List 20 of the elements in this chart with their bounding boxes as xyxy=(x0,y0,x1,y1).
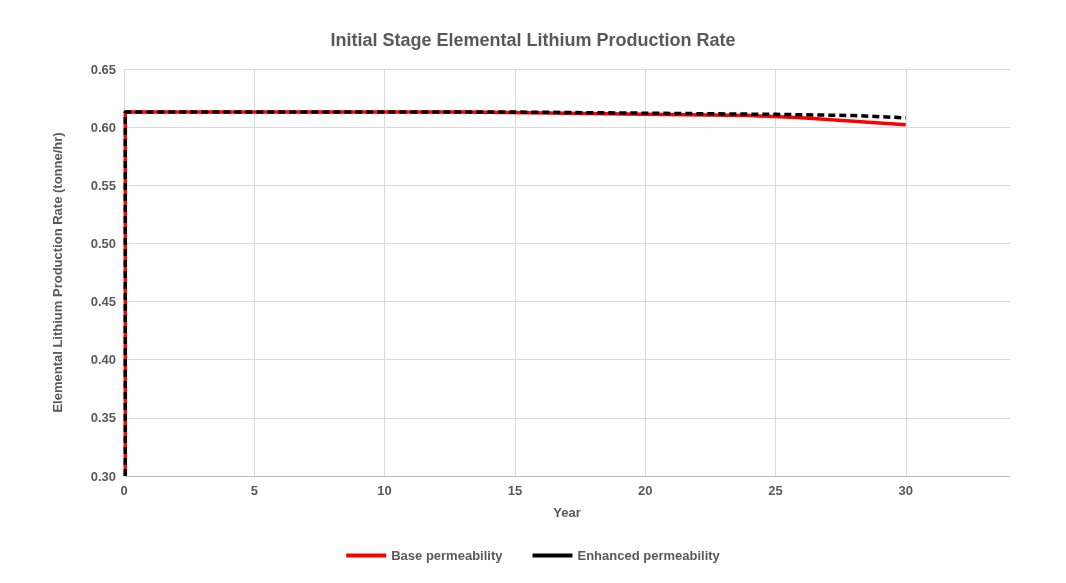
y-tick-label: 0.40 xyxy=(90,352,116,368)
chart-title: Initial Stage Elemental Lithium Production Rate xyxy=(330,30,736,50)
x-tick-label: 30 xyxy=(898,483,913,498)
y-axis-title: Elemental Lithium Production Rate (tonne/hr) xyxy=(50,132,65,413)
y-tick-label: 0.60 xyxy=(90,119,116,135)
y-tick-label: 0.65 xyxy=(90,61,116,77)
y-tick-label: 0.35 xyxy=(90,410,116,426)
legend-label: Enhanced permeability xyxy=(577,548,721,563)
y-tick-label: 0.30 xyxy=(90,468,116,484)
x-tick-label: 5 xyxy=(250,483,258,498)
y-tick-label: 0.45 xyxy=(90,294,116,310)
x-tick-label: 25 xyxy=(768,483,783,498)
x-tick-label: 15 xyxy=(507,483,523,498)
y-tick-label: 0.50 xyxy=(90,235,116,251)
x-tick-label: 10 xyxy=(377,483,392,498)
y-tick-label: 0.55 xyxy=(90,177,116,193)
legend-label: Base permeability xyxy=(391,548,504,563)
x-tick-label: 20 xyxy=(637,483,653,498)
x-tick-label: 0 xyxy=(120,483,128,498)
x-axis-title: Year xyxy=(553,505,581,520)
